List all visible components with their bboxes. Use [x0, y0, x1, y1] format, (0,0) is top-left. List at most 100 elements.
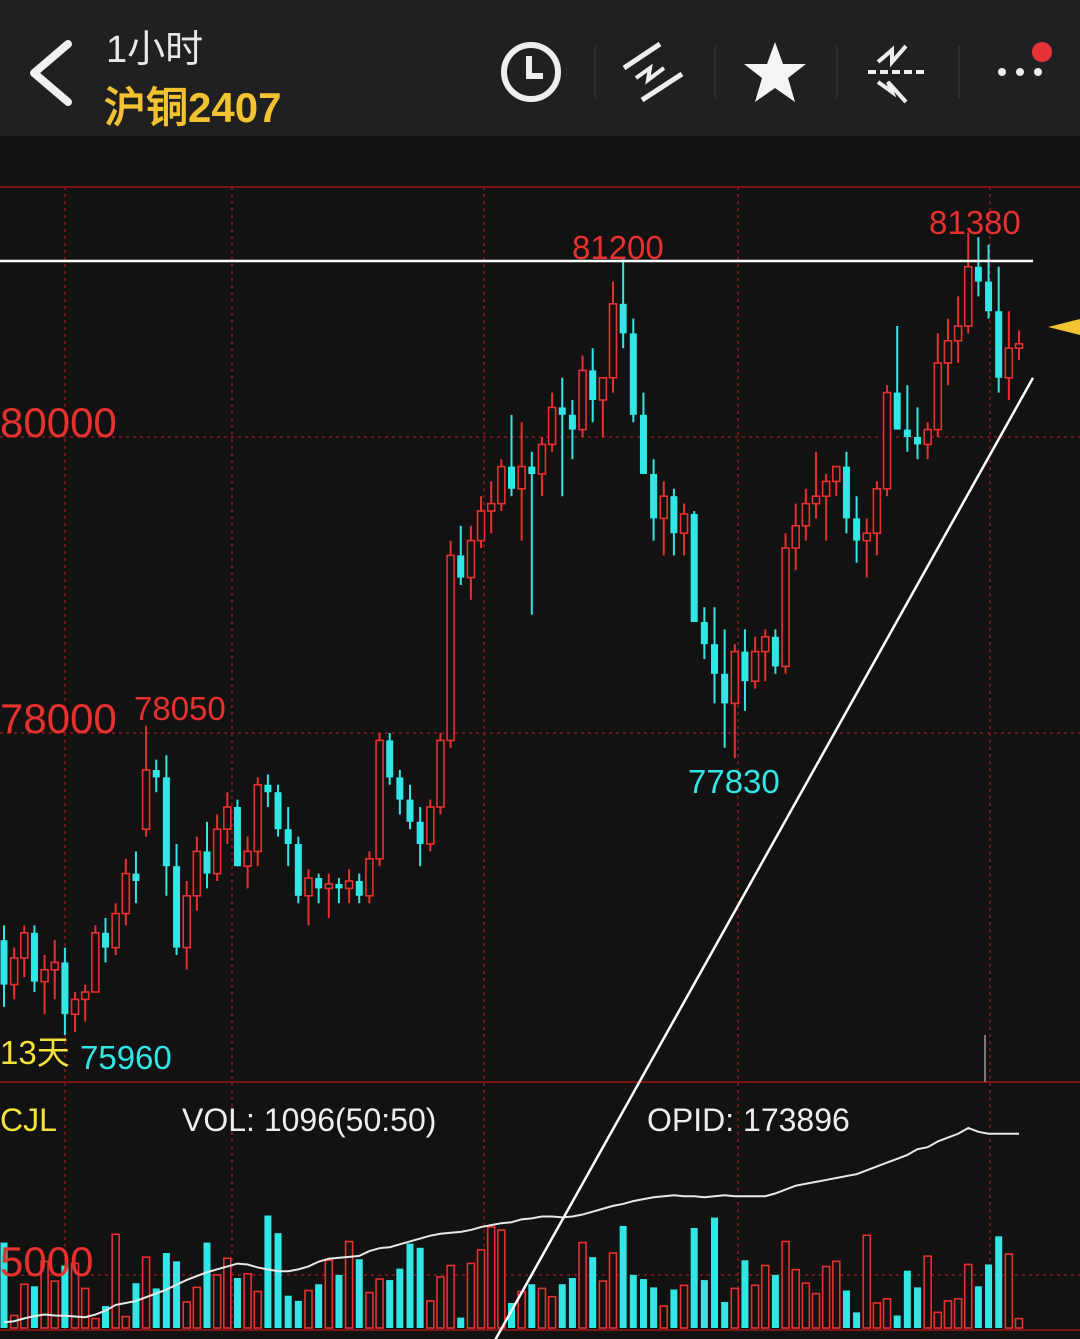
candle-up [253, 783, 263, 853]
candle-up [791, 524, 801, 549]
candle-up [192, 850, 202, 897]
volume-bar [882, 1298, 892, 1329]
volume-bar [750, 1284, 760, 1329]
more-icon[interactable] [990, 40, 1054, 104]
candlestick-chart[interactable]: 80000 78000 81200 81380 78050 77830 7596… [0, 136, 1080, 1339]
volume-bar [386, 1280, 394, 1328]
candle-up [486, 502, 496, 512]
volume-bar [486, 1226, 496, 1329]
volume-bar [679, 1284, 689, 1329]
volume-bar [80, 1287, 90, 1329]
period-label[interactable]: 1小时 [106, 29, 204, 71]
draw-line-icon[interactable] [620, 40, 684, 104]
candle-down [233, 807, 241, 867]
candle-up [111, 912, 120, 949]
volume-bar [690, 1228, 698, 1328]
candle-down [985, 281, 993, 312]
candle-up [243, 850, 252, 868]
indicator-icon[interactable] [866, 40, 930, 104]
candle-up [750, 650, 760, 682]
volume-bar [589, 1257, 597, 1328]
candle-down [670, 496, 678, 534]
candle-up [811, 495, 821, 505]
volume-bar [760, 1264, 770, 1329]
volume-bar [264, 1215, 272, 1328]
candle-down [558, 407, 566, 415]
volume-bar [457, 1317, 465, 1328]
volume-bar [608, 1252, 618, 1329]
volume-bar [903, 1270, 911, 1328]
volume-bar [821, 1265, 831, 1329]
candle-down [284, 829, 292, 844]
volume-bar [771, 1274, 779, 1328]
volume-bar [365, 1291, 374, 1329]
volume-bar [872, 1302, 882, 1329]
candle-up [608, 302, 618, 379]
volume-bar [132, 1283, 140, 1328]
volume-bar [598, 1280, 608, 1329]
volume-bar [396, 1268, 404, 1328]
volume-bar [1014, 1317, 1024, 1329]
volume-label[interactable]: CJL [0, 1102, 57, 1138]
volume-bar [537, 1287, 547, 1329]
volume-bar [141, 1256, 151, 1329]
candle-up [933, 362, 943, 431]
candle-up [375, 739, 384, 860]
volume-bar [781, 1240, 790, 1329]
candle-up [862, 532, 872, 542]
candle-down [132, 873, 140, 881]
candle-up [223, 806, 232, 831]
candle-down [61, 962, 69, 1015]
annotation-local-high: 78050 [134, 690, 226, 727]
volume-bar [233, 1278, 241, 1328]
candle-down [741, 651, 749, 682]
volume-bar [70, 1262, 80, 1329]
volume-bar [344, 1240, 354, 1329]
volume-bar [741, 1260, 749, 1328]
volume-bar [61, 1265, 69, 1328]
volume-bar [19, 1283, 29, 1329]
volume-bar [315, 1284, 323, 1328]
candle-down [721, 673, 729, 704]
volume-bar [253, 1290, 263, 1329]
candle-up [344, 880, 354, 890]
candle-up [1014, 342, 1024, 350]
candle-up [497, 465, 506, 505]
candle-down [162, 777, 170, 867]
volume-bar [923, 1255, 932, 1329]
volume-bar [446, 1264, 455, 1329]
notification-dot [1032, 42, 1052, 62]
candle-down [639, 414, 647, 474]
candle-up [436, 739, 445, 808]
volume-bar [974, 1286, 982, 1328]
back-arrow-icon[interactable] [22, 38, 82, 108]
candle-up [365, 857, 374, 897]
volume-bar [0, 1242, 8, 1328]
candle-down [0, 940, 8, 985]
clock-icon[interactable] [499, 40, 563, 104]
candle-down [974, 266, 982, 282]
volume-bar [914, 1287, 921, 1328]
candle-up [760, 635, 770, 653]
candle-up [141, 769, 151, 831]
candle-down [619, 303, 627, 334]
volume-bar [91, 1317, 100, 1329]
volume-bar [192, 1286, 202, 1329]
volume-bar [324, 1259, 334, 1329]
y-tick-label: 78000 [0, 695, 117, 742]
candle-up [953, 325, 963, 342]
trend-line[interactable] [487, 377, 1035, 1339]
volume-bar [111, 1233, 120, 1329]
volume-bar [152, 1288, 160, 1328]
candle-down [842, 466, 850, 519]
volume-bar [243, 1273, 252, 1329]
candle-down [568, 414, 576, 430]
volume-bar [842, 1290, 850, 1328]
candle-up [730, 650, 740, 705]
volume-bar [528, 1284, 536, 1328]
candle-down [528, 466, 536, 474]
volume-bar [711, 1217, 718, 1328]
volume-bar [801, 1282, 811, 1329]
star-icon[interactable] [743, 40, 807, 104]
divider [836, 46, 838, 98]
